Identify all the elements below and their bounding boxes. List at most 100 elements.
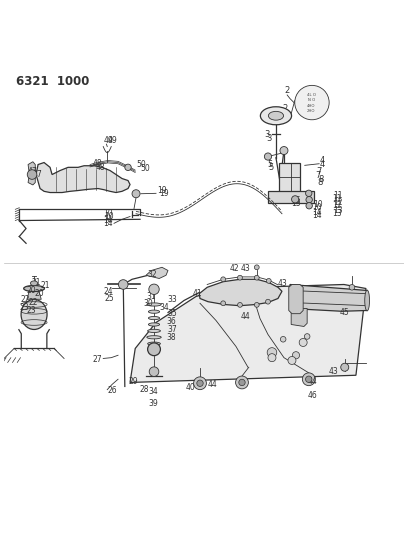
Text: 48: 48 [93,159,102,168]
Text: N O: N O [308,98,315,102]
Text: 34: 34 [149,387,159,395]
Text: 3: 3 [266,134,271,143]
Polygon shape [289,285,303,314]
Ellipse shape [260,107,292,125]
FancyBboxPatch shape [279,163,300,192]
Text: 22: 22 [28,298,38,307]
Circle shape [349,285,355,290]
Circle shape [235,376,248,389]
Text: 2: 2 [284,86,289,95]
Text: 50: 50 [141,164,151,173]
Text: 11: 11 [332,194,341,203]
Ellipse shape [148,342,160,345]
Text: 36: 36 [166,317,176,326]
Text: 25: 25 [105,294,115,303]
Circle shape [302,373,315,386]
Text: 4: 4 [320,156,325,165]
Circle shape [149,367,159,376]
Circle shape [254,276,259,280]
Text: 23: 23 [26,306,35,315]
Circle shape [148,343,160,356]
Polygon shape [27,292,41,300]
Text: 5: 5 [268,163,273,172]
Text: 14: 14 [312,208,322,217]
Circle shape [306,203,313,209]
Circle shape [268,354,276,362]
Circle shape [288,357,296,365]
Text: 20: 20 [26,286,35,295]
Circle shape [293,352,299,359]
Circle shape [194,377,206,390]
Text: 37: 37 [167,325,177,334]
Text: 6321  1000: 6321 1000 [16,75,89,88]
Text: 26: 26 [107,386,117,395]
Text: 22: 22 [21,295,30,304]
Polygon shape [290,285,367,311]
Polygon shape [36,163,130,192]
Text: 19: 19 [159,189,169,198]
FancyBboxPatch shape [268,191,314,203]
Text: 4: 4 [320,160,325,169]
Ellipse shape [24,286,44,292]
Circle shape [292,196,299,203]
Text: 47: 47 [27,167,37,176]
Ellipse shape [148,329,160,333]
Text: 43: 43 [278,279,288,288]
Text: 29: 29 [128,377,137,386]
Text: 10: 10 [103,209,113,218]
Circle shape [239,379,245,386]
Text: 7: 7 [315,171,321,180]
Text: 35: 35 [167,309,177,318]
Text: 41: 41 [193,289,202,298]
Text: 43: 43 [329,367,339,376]
Text: 49: 49 [107,136,117,145]
Polygon shape [146,268,168,279]
Text: 11: 11 [333,191,342,200]
Text: 4HO: 4HO [307,104,315,108]
Text: 34: 34 [159,303,169,312]
Circle shape [267,348,277,357]
Text: 19: 19 [157,185,166,195]
Circle shape [306,376,312,383]
Text: 8: 8 [317,178,323,187]
Circle shape [237,303,242,308]
Circle shape [221,301,226,306]
Polygon shape [130,285,366,383]
Text: 44: 44 [241,312,251,321]
Text: 10: 10 [312,203,322,212]
Circle shape [280,336,286,342]
Text: 13: 13 [332,209,341,218]
Text: 10: 10 [104,212,114,221]
Circle shape [149,284,159,295]
Text: 38: 38 [166,333,175,342]
Ellipse shape [365,290,370,311]
Text: 48: 48 [96,163,106,172]
Text: 44: 44 [308,377,318,386]
Text: 30: 30 [143,299,153,308]
Text: 24: 24 [103,287,113,296]
Text: 39: 39 [149,399,159,408]
Ellipse shape [149,310,160,313]
Circle shape [221,277,226,282]
Text: 20: 20 [34,289,44,298]
Text: 43: 43 [241,264,251,273]
Ellipse shape [147,336,161,339]
Text: 4L O: 4L O [307,93,316,96]
Circle shape [197,380,203,386]
Text: 42: 42 [230,264,239,273]
Text: 15: 15 [291,196,301,205]
Text: 12: 12 [333,198,342,207]
Ellipse shape [268,111,284,120]
Ellipse shape [21,300,47,329]
Circle shape [306,197,313,203]
Text: 21: 21 [31,278,41,287]
Circle shape [341,364,349,372]
Circle shape [237,276,242,280]
Text: 7: 7 [316,167,322,176]
Text: 50: 50 [136,160,146,169]
Text: 13: 13 [333,206,342,214]
Text: 2: 2 [282,104,287,113]
Circle shape [264,153,272,160]
Circle shape [254,265,259,270]
Circle shape [266,279,271,284]
